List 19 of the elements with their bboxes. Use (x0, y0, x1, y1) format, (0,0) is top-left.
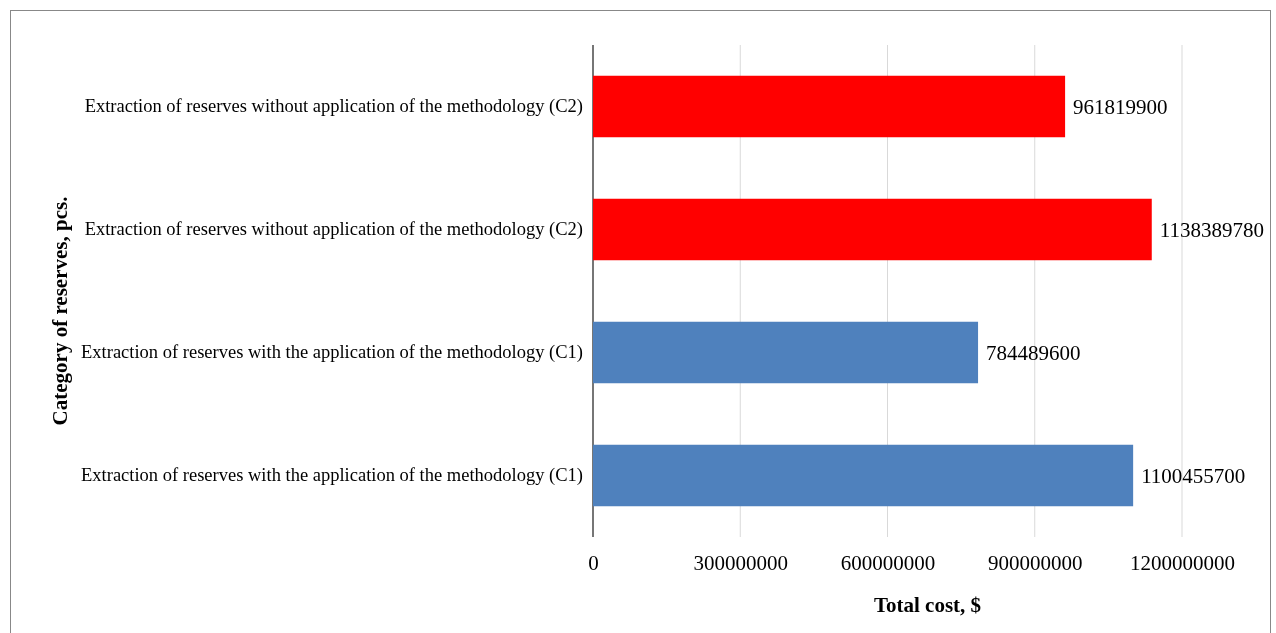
y-tick-label: Extraction of reserves without application of the methodology (C2) (84, 96, 583, 118)
data-label: 1100455700 (1141, 463, 1246, 488)
data-label: 961819900 (1073, 94, 1168, 119)
x-tick-label: 1200000000 (1130, 550, 1235, 575)
y-tick-label: Extraction of reserves with the application of the methodology (C1) (81, 342, 583, 364)
y-axis-title: Category of reserves, pcs. (48, 196, 73, 426)
data-label: 784489600 (986, 340, 1081, 365)
x-axis-title: Total cost, $ (873, 593, 982, 617)
bar (593, 444, 1134, 507)
x-tick-label: 600000000 (840, 550, 936, 575)
bar (593, 321, 979, 384)
y-tick-label: Extraction of reserves with the application of the methodology (C1) (81, 465, 583, 487)
data-label: 1138389780 (1159, 217, 1264, 242)
bar (593, 198, 1152, 261)
x-tick-label: 0 (588, 550, 599, 575)
y-tick-label: Extraction of reserves without application of the methodology (C2) (84, 219, 583, 241)
x-tick-label: 300000000 (693, 550, 788, 575)
x-tick-label: 900000000 (988, 550, 1083, 575)
bar (593, 75, 1066, 138)
